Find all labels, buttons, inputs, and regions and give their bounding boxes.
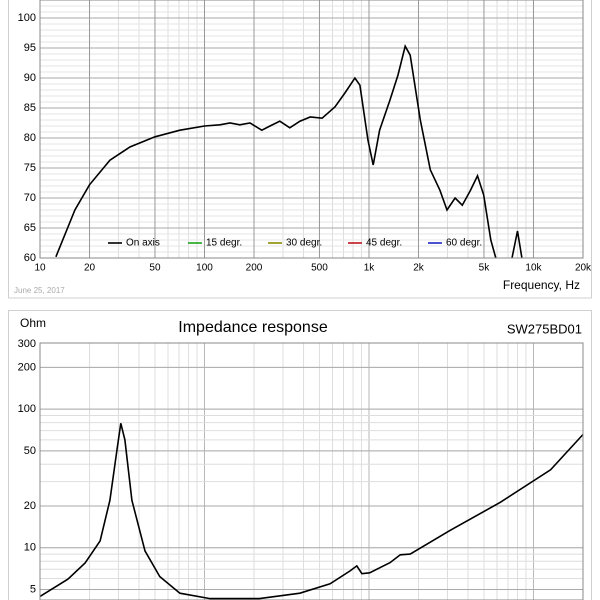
- legend-label: 30 degr.: [286, 238, 322, 249]
- x-axis-label: Frequency, Hz: [503, 278, 580, 292]
- y-tick-label: 5: [30, 583, 36, 595]
- y-tick-label: 300: [18, 338, 36, 350]
- y-tick-label: 70: [24, 192, 36, 204]
- model-name: SW275BD01: [507, 321, 582, 336]
- data-line: [40, 423, 583, 600]
- y-tick-label: 100: [18, 12, 36, 24]
- plot-frame: [39, 342, 584, 600]
- panel-frame: [8, 0, 592, 299]
- x-tick-label: 10: [34, 263, 46, 274]
- x-tick-label: 20: [84, 263, 96, 274]
- y-tick-label: 90: [24, 72, 36, 84]
- x-tick-label: 2k: [413, 263, 425, 274]
- x-tick-label: 5k: [479, 263, 491, 274]
- y-tick-label: 200: [18, 361, 36, 373]
- y-tick-label: 95: [24, 42, 36, 54]
- legend-label: 45 degr.: [366, 238, 402, 249]
- y-tick-label: 85: [24, 102, 36, 114]
- plot-area: [40, 0, 583, 258]
- y-tick-label: 65: [24, 222, 36, 234]
- date-note: June 25, 2017: [14, 286, 65, 295]
- y-axis-label: Ohm: [20, 316, 46, 330]
- x-tick-label: 200: [246, 263, 263, 274]
- legend-label: 60 degr.: [446, 238, 482, 249]
- x-tick-label: 20k: [575, 263, 592, 274]
- y-tick-label: 60: [24, 252, 36, 264]
- plot-area: [40, 343, 583, 600]
- x-tick-label: 500: [311, 263, 328, 274]
- y-tick-label: 10: [24, 542, 36, 554]
- y-tick-label: 50: [24, 445, 36, 457]
- x-tick-label: 10k: [525, 263, 542, 274]
- y-tick-label: 100: [18, 403, 36, 415]
- x-tick-label: 50: [149, 263, 161, 274]
- y-tick-label: 20: [24, 500, 36, 512]
- y-tick-label: 80: [24, 132, 36, 144]
- y-tick-label: 75: [24, 162, 36, 174]
- panel-frame: [8, 310, 592, 600]
- legend-label: On axis: [126, 238, 160, 249]
- x-tick-label: 100: [196, 263, 213, 274]
- legend-label: 15 degr.: [206, 238, 242, 249]
- plot-frame: [39, 0, 584, 259]
- data-line: [55, 44, 523, 258]
- x-tick-label: 1k: [364, 263, 376, 274]
- chart-title: Impedance response: [178, 319, 328, 336]
